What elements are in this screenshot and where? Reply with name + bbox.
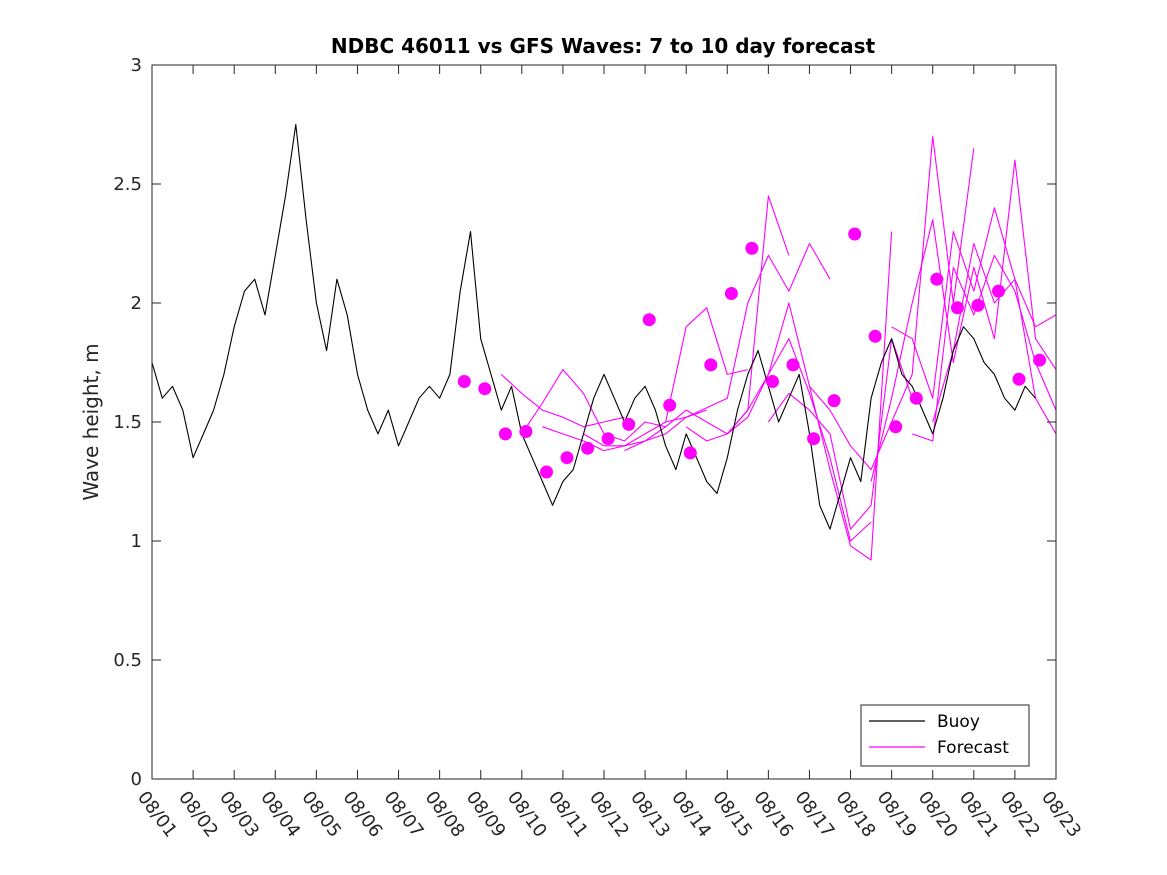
y-axis-label: Wave height, m (79, 343, 103, 500)
chart-title: NDBC 46011 vs GFS Waves: 7 to 10 day for… (331, 34, 876, 58)
forecast-marker-23 (909, 391, 923, 405)
forecast-marker-26 (971, 298, 985, 312)
y-tick-label: 1.5 (113, 412, 142, 433)
forecast-marker-12 (683, 446, 697, 460)
plot-area (151, 123, 1057, 561)
legend-box (860, 704, 1030, 767)
forecast-line-9 (767, 338, 913, 530)
forecast-marker-5 (540, 465, 553, 479)
y-tick-label: 2.5 (113, 174, 142, 195)
y-tick-label: 3 (131, 55, 142, 76)
forecast-marker-24 (930, 272, 944, 286)
forecast-line-7 (685, 338, 872, 542)
forecast-marker-3 (498, 427, 512, 441)
forecast-marker-27 (992, 284, 1005, 298)
forecast-line-5 (624, 195, 790, 452)
forecast-line-12 (891, 207, 1057, 435)
forecast-marker-18 (807, 432, 821, 446)
legend-forecast-label: Forecast (937, 738, 1009, 758)
forecast-marker-28 (1012, 372, 1026, 386)
forecast-line-11 (870, 159, 1057, 482)
forecast-marker-15 (745, 241, 759, 255)
forecast-marker-11 (663, 398, 677, 412)
y-tick-label: 0 (131, 769, 142, 790)
forecast-line-6 (665, 242, 831, 423)
forecast-marker-13 (704, 358, 718, 372)
legend: Buoy Forecast (860, 704, 1030, 767)
y-tick-label: 0.5 (113, 650, 142, 671)
forecast-line-1 (500, 373, 625, 428)
y-tick-label: 1 (131, 531, 142, 552)
legend-buoy-label: Buoy (937, 712, 980, 732)
forecast-line-2 (521, 369, 666, 442)
forecast-marker-7 (581, 441, 595, 455)
forecast-marker-29 (1033, 353, 1047, 367)
forecast-marker-4 (519, 425, 533, 438)
forecast-marker-14 (724, 287, 738, 300)
forecast-marker-25 (950, 301, 964, 315)
y-tick-label: 2 (131, 293, 142, 314)
forecast-marker-19 (827, 394, 841, 408)
forecast-marker-8 (601, 432, 615, 446)
forecast-marker-20 (848, 227, 862, 241)
forecast-marker-22 (889, 420, 903, 434)
forecast-marker-10 (642, 313, 656, 327)
forecast-marker-6 (560, 451, 574, 465)
forecast-marker-21 (868, 329, 882, 343)
buoy-line (151, 123, 1036, 530)
forecast-marker-9 (622, 417, 636, 431)
forecast-marker-2 (478, 382, 492, 396)
forecast-marker-17 (786, 358, 800, 372)
forecast-marker-16 (766, 375, 779, 388)
forecast-marker-1 (457, 375, 471, 388)
